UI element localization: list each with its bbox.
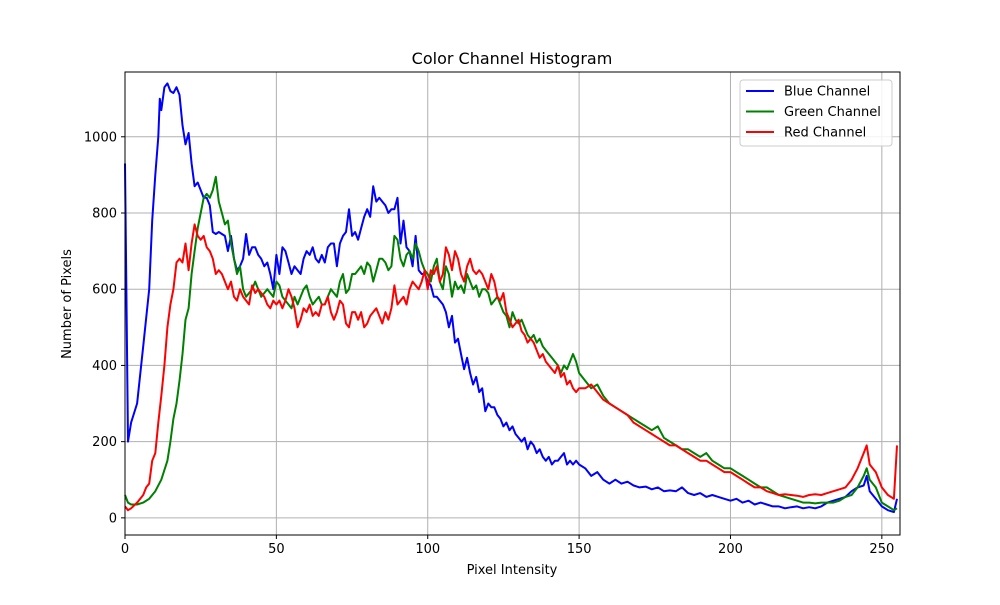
- legend-label: Green Channel: [784, 105, 881, 120]
- series-lines: [124, 82, 898, 514]
- y-tick-label: 1000: [84, 130, 117, 145]
- x-tick-label: 250: [869, 542, 894, 557]
- plot-area-frame: [124, 71, 901, 536]
- y-axis-label: Number of Pixels: [60, 249, 75, 359]
- y-tick-label: 400: [92, 359, 117, 374]
- x-tick-label: 0: [121, 542, 129, 557]
- series-line-3: [124, 223, 898, 512]
- axis-ticks: 0 50 100 150 200 250 0 200 400 600 800 1000: [84, 130, 894, 557]
- legend-label: Red Channel: [784, 126, 866, 141]
- grid-lines: [124, 72, 900, 535]
- legend-label: Blue Channel: [784, 85, 870, 100]
- y-tick-label: 800: [92, 206, 117, 221]
- x-axis-label: Pixel Intensity: [467, 563, 558, 578]
- legend-box: [739, 79, 893, 147]
- y-tick-label: 0: [109, 511, 117, 526]
- x-tick-label: 100: [415, 542, 440, 557]
- x-tick-label: 200: [718, 542, 743, 557]
- chart-title: Color Channel Histogram: [412, 49, 613, 68]
- y-tick-label: 600: [92, 283, 117, 298]
- y-tick-label: 200: [92, 435, 117, 450]
- x-tick-label: 150: [567, 542, 592, 557]
- legend: Blue Channel Green Channel Red Channel: [739, 79, 893, 147]
- x-tick-label: 50: [268, 542, 285, 557]
- series-line-2: [124, 175, 898, 512]
